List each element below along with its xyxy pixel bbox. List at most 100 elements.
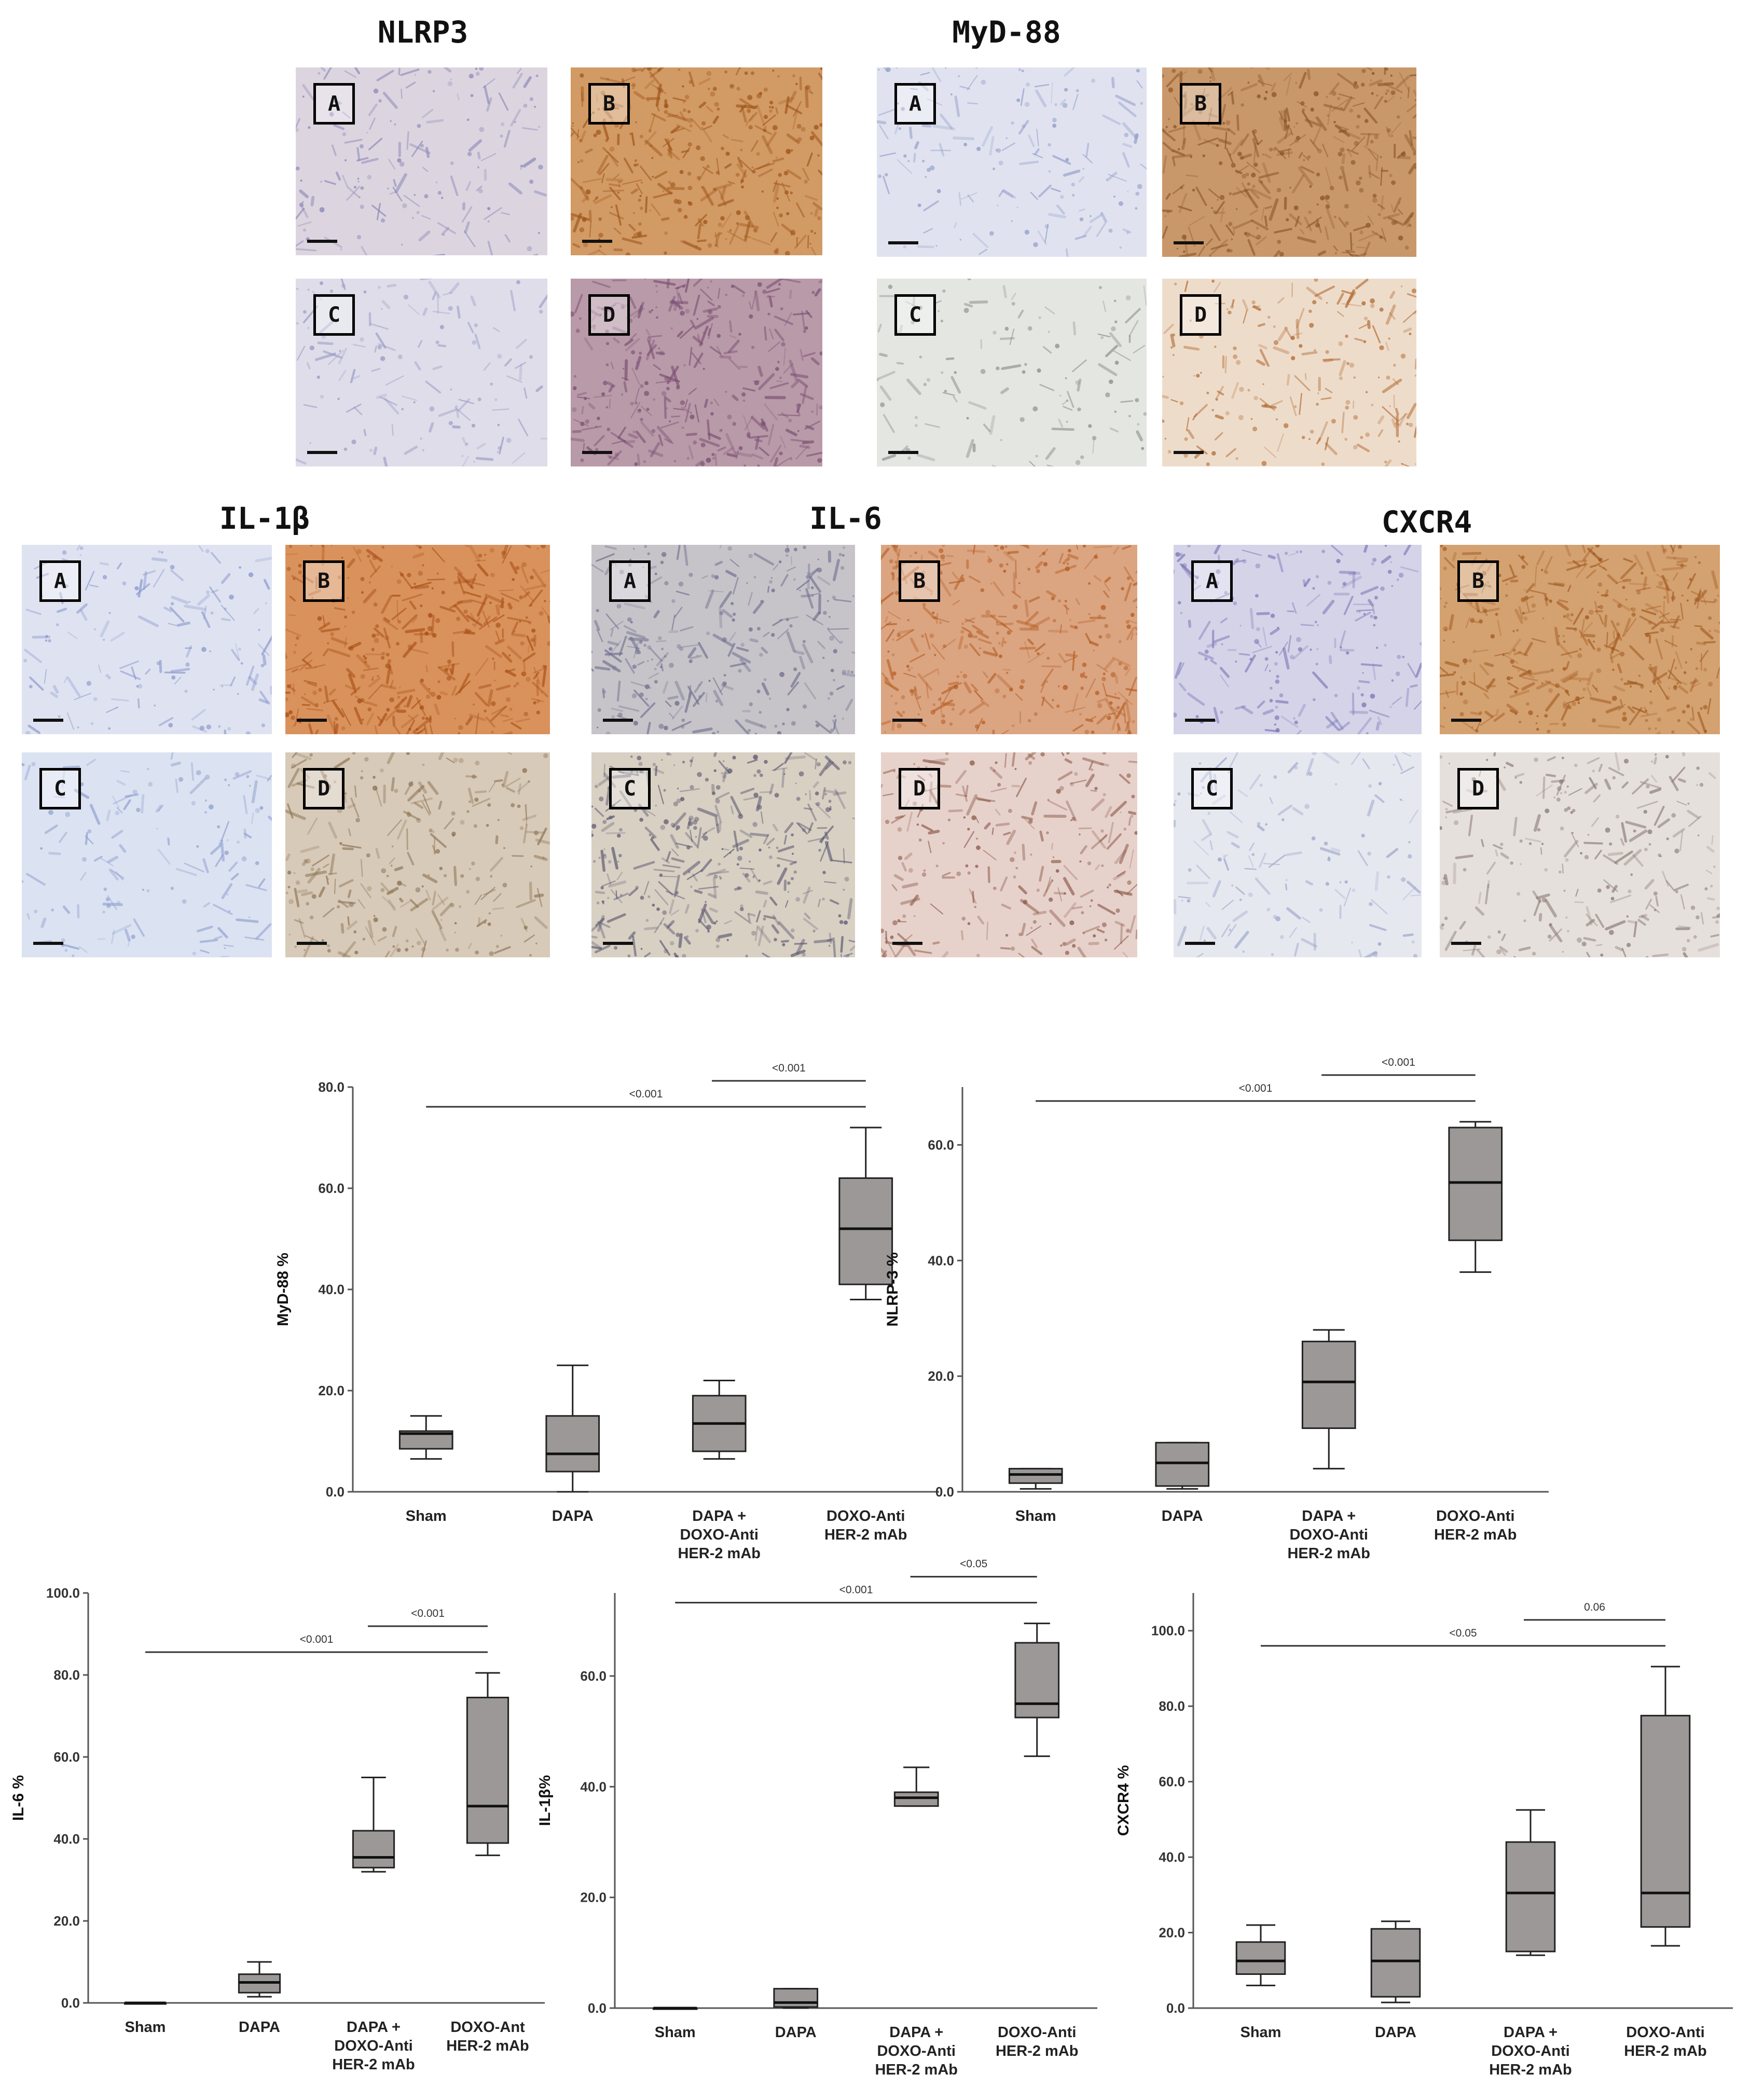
- scale-bar: [297, 942, 327, 945]
- micro-panel: D: [1440, 752, 1720, 957]
- y-tick-label: 40.0: [580, 1779, 607, 1794]
- y-tick-label: 80.0: [53, 1667, 80, 1683]
- micro-title-il6: IL-6: [809, 501, 882, 536]
- y-tick-label: 40.0: [318, 1282, 344, 1297]
- y-tick-label: 80.0: [1159, 1698, 1185, 1714]
- micro-title-il1b: IL-1β: [219, 501, 310, 536]
- scale-bar: [297, 719, 327, 722]
- x-category-label: Sham: [655, 2024, 696, 2041]
- box: [1014, 1642, 1060, 1719]
- y-tick-label: 80.0: [318, 1079, 344, 1095]
- panel-label: D: [1457, 768, 1499, 809]
- scale-bar: [603, 719, 633, 722]
- scale-bar: [603, 942, 633, 945]
- panel-label: B: [1180, 83, 1221, 125]
- x-category-label: DAPA: [1162, 1508, 1203, 1524]
- x-category-label: DAPA: [239, 2019, 280, 2036]
- box: [1640, 1714, 1691, 1928]
- scale-bar: [888, 241, 918, 244]
- significance-label: <0.001: [629, 1088, 663, 1100]
- box-series-item: [1301, 1329, 1356, 1469]
- micro-panel: A: [877, 67, 1147, 257]
- panel-label: D: [1180, 294, 1221, 336]
- scale-bar: [1451, 942, 1481, 945]
- x-category-label: DAPA + DOXO-Anti HER-2 mAb: [875, 2024, 958, 2078]
- box: [352, 1830, 395, 1869]
- box: [1448, 1127, 1503, 1241]
- panel-label: D: [303, 768, 344, 809]
- x-category-label: DOXO-Anti HER-2 mAb: [1624, 2024, 1707, 2059]
- box-series-item: [545, 1364, 600, 1493]
- box-series-item: [1505, 1809, 1556, 1956]
- micro-panel: B: [1162, 67, 1416, 257]
- box-series-item: [692, 1380, 747, 1460]
- micro-panel: C: [296, 279, 547, 466]
- micro-panel: C: [1174, 752, 1422, 957]
- scale-bar: [1174, 451, 1204, 454]
- box-series-item: [1640, 1666, 1691, 1947]
- significance-label: <0.001: [1239, 1082, 1273, 1094]
- panel-label: C: [313, 294, 355, 336]
- x-category-label: Sham: [1015, 1508, 1056, 1524]
- box-series-item: [1155, 1441, 1210, 1490]
- micro-panel: D: [881, 752, 1137, 957]
- x-category-label: DAPA: [552, 1508, 594, 1524]
- micrograph-area: NLRP3 A B C D MyD-88 A B C D IL-1β A B C…: [0, 0, 1764, 986]
- y-tick-label: 20.0: [928, 1368, 954, 1384]
- micro-panel: A: [591, 545, 855, 734]
- panel-label: B: [1457, 560, 1499, 602]
- significance-label: <0.001: [772, 1062, 806, 1074]
- box: [1301, 1340, 1356, 1429]
- box-series-item: [1370, 1920, 1421, 2003]
- micro-panel: C: [877, 279, 1147, 466]
- significance-label: <0.05: [960, 1558, 987, 1570]
- panel-label: B: [588, 83, 630, 125]
- y-tick-label: 20.0: [1159, 1925, 1185, 1941]
- significance-label: 0.06: [1584, 1601, 1605, 1613]
- micro-panel: A: [1174, 545, 1422, 734]
- box: [773, 1988, 819, 2008]
- y-axis-label: IL-6 %: [10, 1775, 27, 1821]
- scale-bar: [33, 942, 63, 945]
- y-tick-label: 20.0: [53, 1913, 80, 1929]
- y-tick-label: 0.0: [326, 1484, 344, 1500]
- x-category-label: DAPA: [1375, 2024, 1416, 2041]
- scale-bar: [307, 451, 337, 454]
- scale-bar: [1451, 719, 1481, 722]
- micro-title-nlrp3: NLRP3: [377, 15, 468, 50]
- x-category-label: Sham: [1241, 2024, 1281, 2041]
- box-series-item: [1008, 1467, 1063, 1490]
- box-series-item: [1448, 1121, 1503, 1273]
- significance-label: <0.05: [1449, 1627, 1477, 1639]
- micro-panel: D: [285, 752, 550, 957]
- y-tick-label: 60.0: [1159, 1774, 1185, 1790]
- x-category-label: Sham: [125, 2019, 166, 2036]
- scale-bar: [1185, 942, 1215, 945]
- scale-bar: [1174, 241, 1204, 244]
- y-tick-label: 60.0: [53, 1749, 80, 1765]
- y-tick-label: 0.0: [935, 1484, 954, 1500]
- box-series-item: [238, 1961, 281, 1998]
- y-tick-label: 40.0: [1159, 1849, 1185, 1865]
- box-series-item: [773, 1988, 819, 2009]
- panel-label: A: [894, 83, 936, 125]
- significance-label: <0.001: [1382, 1056, 1415, 1068]
- box-series-item: [893, 1766, 939, 1807]
- box: [1008, 1467, 1063, 1484]
- micro-panel: C: [591, 752, 855, 957]
- box-series-item: [466, 1672, 509, 1857]
- panel-label: A: [1191, 560, 1233, 602]
- micro-panel: D: [1162, 279, 1416, 466]
- scale-bar: [1185, 719, 1215, 722]
- panel-label: D: [899, 768, 940, 809]
- significance-label: <0.001: [839, 1584, 873, 1596]
- x-category-label: DAPA + DOXO-Anti HER-2 mAb: [678, 1508, 761, 1562]
- y-tick-label: 0.0: [61, 1995, 80, 2011]
- micro-panel: B: [571, 67, 822, 255]
- y-tick-label: 40.0: [928, 1253, 954, 1268]
- scale-bar: [33, 719, 63, 722]
- x-category-label: DAPA + DOXO-Anti HER-2 mAb: [1489, 2024, 1572, 2078]
- y-tick-label: 20.0: [580, 1890, 607, 1905]
- y-tick-label: 60.0: [318, 1180, 344, 1196]
